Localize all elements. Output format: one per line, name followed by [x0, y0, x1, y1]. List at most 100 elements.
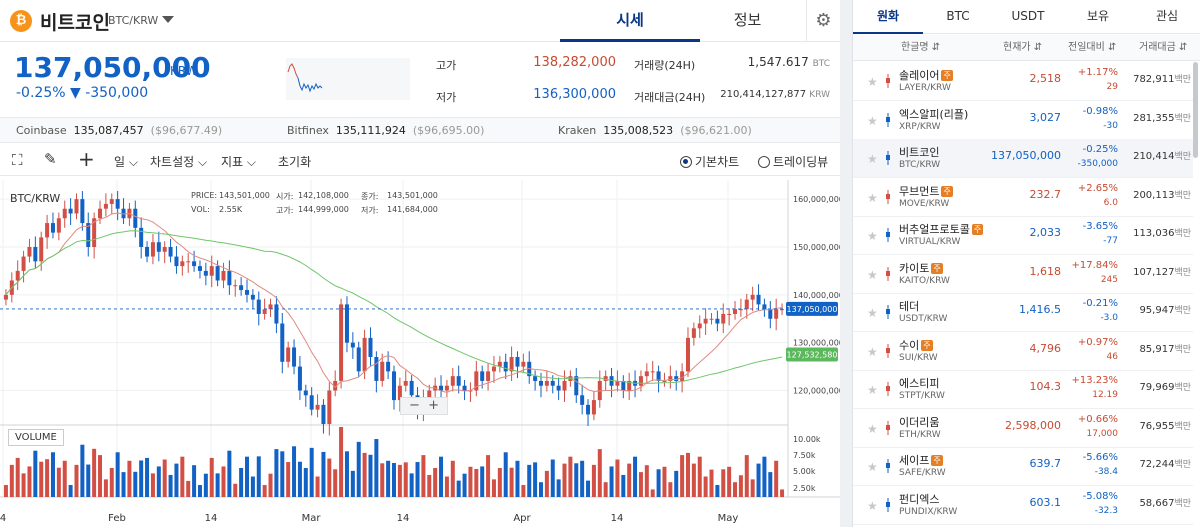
tab-usdt[interactable]: USDT — [1011, 9, 1045, 23]
volume-bar — [738, 475, 743, 497]
star-icon[interactable]: ★ — [867, 113, 878, 128]
volume-bar — [680, 455, 685, 497]
volume-bar — [697, 456, 702, 497]
market-scrollbar[interactable] — [1193, 62, 1198, 158]
star-icon[interactable]: ★ — [867, 75, 878, 89]
market-row[interactable]: ★ 무브먼트 주 MOVE/KRW 232.7 +2.65% 6.0 200,113백만 — [853, 178, 1193, 217]
market-row[interactable]: ★ 솔레이어 주 LAYER/KRW 2,518 +1.17% 29 782,911백만 — [853, 62, 1193, 101]
col-change-sort[interactable]: 전일대비 ⇵ — [1068, 42, 1117, 53]
pencil-icon[interactable]: ✎ — [44, 150, 57, 168]
tradingview-radio[interactable]: 트레이딩뷰 — [758, 153, 828, 170]
reset-button[interactable]: 초기화 — [278, 155, 312, 169]
volume-tick-label: 10.00k — [793, 435, 821, 444]
star-icon[interactable]: ★ — [867, 421, 878, 436]
y-tick-label: 130,000,000 — [793, 339, 840, 348]
coin-name[interactable]: 비트코인 — [40, 12, 110, 34]
tab-quote[interactable]: 시세 — [560, 0, 700, 42]
basic-chart-radio[interactable]: 기본차트 — [680, 153, 739, 170]
candle-body — [656, 371, 661, 381]
market-row[interactable]: ★ 이더리움 ETH/KRW 2,598,000 +0.66% 17,000 76,955백… — [853, 409, 1193, 448]
market-row[interactable]: ★ 에스티피 STPT/KRW 104.3 +13.23% 12.19 79,969백만 — [853, 370, 1193, 409]
star-icon[interactable]: ★ — [867, 229, 878, 243]
fullscreen-icon[interactable]: ⛶ — [12, 151, 23, 169]
star-icon[interactable]: ★ — [867, 267, 878, 282]
tab-krw[interactable]: 원화 — [853, 0, 923, 34]
indicators-dropdown[interactable]: 지표 ⌵ — [221, 155, 257, 169]
market-row[interactable]: ★ 펀디엑스 PUNDIX/KRW 603.1 -5.08% -32.3 58,667백만 — [853, 486, 1193, 525]
candlestick-chart[interactable]: 137,050,000 127,532,580 160,000,000 150,000… — [0, 178, 840, 527]
gear-icon[interactable]: ⚙ — [806, 0, 840, 42]
current-price: 104.3 — [1029, 380, 1062, 393]
market-row[interactable]: ★ 엑스알피(리플) XRP/KRW 3,027 -0.98% -30 281,355백만 — [853, 101, 1193, 140]
crosshair-icon[interactable]: + — [78, 147, 95, 171]
volume-bar — [503, 452, 508, 497]
col-name-sort[interactable]: 한글명 ⇵ — [901, 42, 941, 53]
zoom-out-button[interactable]: − — [408, 398, 420, 413]
chart-settings-dropdown[interactable]: 차트설정 ⌵ — [150, 155, 208, 169]
candle-body — [109, 199, 114, 204]
volume-bar — [39, 461, 44, 497]
tab-holdings[interactable]: 보유 — [1086, 9, 1110, 23]
caution-badge: 주 — [931, 262, 943, 274]
volume-bar — [303, 468, 308, 497]
mini-candle-icon — [886, 151, 890, 165]
candle-body — [174, 256, 179, 267]
volume-bar — [21, 473, 26, 497]
mini-candle-icon — [886, 420, 890, 435]
candle-body — [27, 246, 32, 257]
change-amount: 17,000 — [1086, 428, 1119, 439]
coin-name: 수이 주 — [899, 337, 933, 353]
volume-bar — [533, 462, 538, 497]
star-icon[interactable]: ★ — [867, 190, 878, 205]
period-dropdown[interactable]: 일 ⌵ — [114, 155, 138, 169]
volume-bar — [392, 462, 396, 497]
candle-body — [50, 223, 55, 233]
market-row[interactable]: ★ 테더 USDT/KRW 1,416.5 -0.21% -3.0 95,947백만 — [853, 293, 1193, 332]
market-row[interactable]: ★ 세이프 주 SAFE/KRW 639.7 -5.66% -38.4 72,244백만 — [853, 447, 1193, 486]
y-tick-label: 150,000,000 — [793, 243, 840, 252]
volume-bar — [356, 441, 361, 497]
volume-bar — [274, 449, 279, 497]
tab-btc[interactable]: BTC — [946, 9, 970, 23]
volume-bar — [50, 452, 55, 497]
market-row[interactable]: ★ 카이토 주 KAITO/KRW 1,618 +17.84% 245 107,127백만 — [853, 255, 1193, 294]
volume-bar — [527, 464, 532, 497]
chevron-down-icon[interactable] — [162, 16, 174, 23]
caution-badge: 주 — [971, 224, 984, 235]
col-amount-sort[interactable]: 거래대금 ⇵ — [1139, 42, 1188, 53]
trade-amount: 76,955백만 — [1139, 419, 1191, 432]
col-price-sort[interactable]: 현재가 ⇵ — [1003, 42, 1043, 53]
star-icon[interactable]: ★ — [867, 383, 878, 397]
change-amount: 6.0 — [1103, 197, 1118, 208]
trade-amount-unit: 백만 — [1174, 113, 1191, 124]
volume-bar — [586, 480, 591, 497]
candle-body — [774, 309, 779, 319]
market-row[interactable]: ★ 수이 주 SUI/KRW 4,796 +0.97% 46 85,917백만 — [853, 332, 1193, 371]
trade-amount: 113,036백만 — [1133, 226, 1191, 239]
zoom-in-button[interactable]: + — [428, 398, 440, 413]
star-icon[interactable]: ★ — [867, 498, 878, 513]
tab-favorites[interactable]: 관심 — [1155, 9, 1179, 23]
coin-pair: XRP/KRW — [899, 121, 941, 132]
star-icon[interactable]: ★ — [867, 306, 878, 320]
candle-body — [74, 199, 79, 214]
volume-bar — [56, 467, 61, 497]
star-icon[interactable]: ★ — [867, 152, 878, 166]
radio-on-icon — [680, 156, 692, 168]
star-icon[interactable]: ★ — [867, 460, 878, 474]
volume-bar — [568, 456, 573, 497]
trade-amount: 95,947백만 — [1139, 303, 1191, 316]
volume-bar — [762, 456, 767, 497]
volume-bar — [239, 468, 244, 497]
star-icon[interactable]: ★ — [867, 344, 878, 359]
candle-body — [315, 404, 320, 410]
volume-bar — [456, 480, 461, 497]
candle-body — [245, 290, 250, 295]
market-row[interactable]: ★ 비트코인 BTC/KRW 137,050,000 -0.25% -350,000 210… — [853, 139, 1193, 178]
volume-bar — [156, 466, 161, 497]
market-row[interactable]: ★ 버추얼프로토콜 주 VIRTUAL/KRW 2,033 -3.65% -77 113,03… — [853, 216, 1193, 255]
volume-bar — [245, 456, 250, 497]
ohlc-low: 141,684,000 — [387, 205, 438, 214]
candle-body — [303, 390, 308, 396]
tab-info[interactable]: 정보 — [733, 11, 762, 29]
